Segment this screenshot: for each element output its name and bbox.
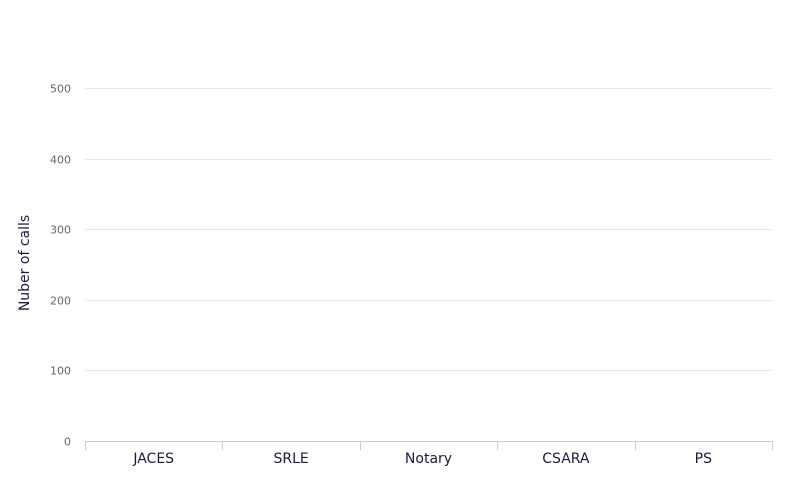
- y-tick-label: 400: [50, 154, 71, 167]
- x-tick-labels: JACES SRLE Notary CSARA PS: [132, 451, 712, 467]
- x-tick-label: Notary: [405, 451, 452, 467]
- x-tick-label: CSARA: [542, 451, 590, 467]
- y-axis-label: Nuber of calls: [17, 215, 33, 311]
- x-tick-label: SRLE: [273, 451, 308, 467]
- y-tick-label: 500: [50, 83, 71, 96]
- y-tick-label: 100: [50, 365, 71, 378]
- y-tick-label: 200: [50, 295, 71, 308]
- grid-lines: [85, 88, 772, 371]
- x-tick-label: JACES: [132, 451, 174, 467]
- x-tick-marks: [85, 441, 773, 450]
- y-tick-label: 0: [64, 436, 71, 449]
- y-tick-label: 300: [50, 224, 71, 237]
- y-tick-labels: 0 100 200 300 400 500: [50, 83, 71, 449]
- x-tick-label: PS: [695, 451, 712, 467]
